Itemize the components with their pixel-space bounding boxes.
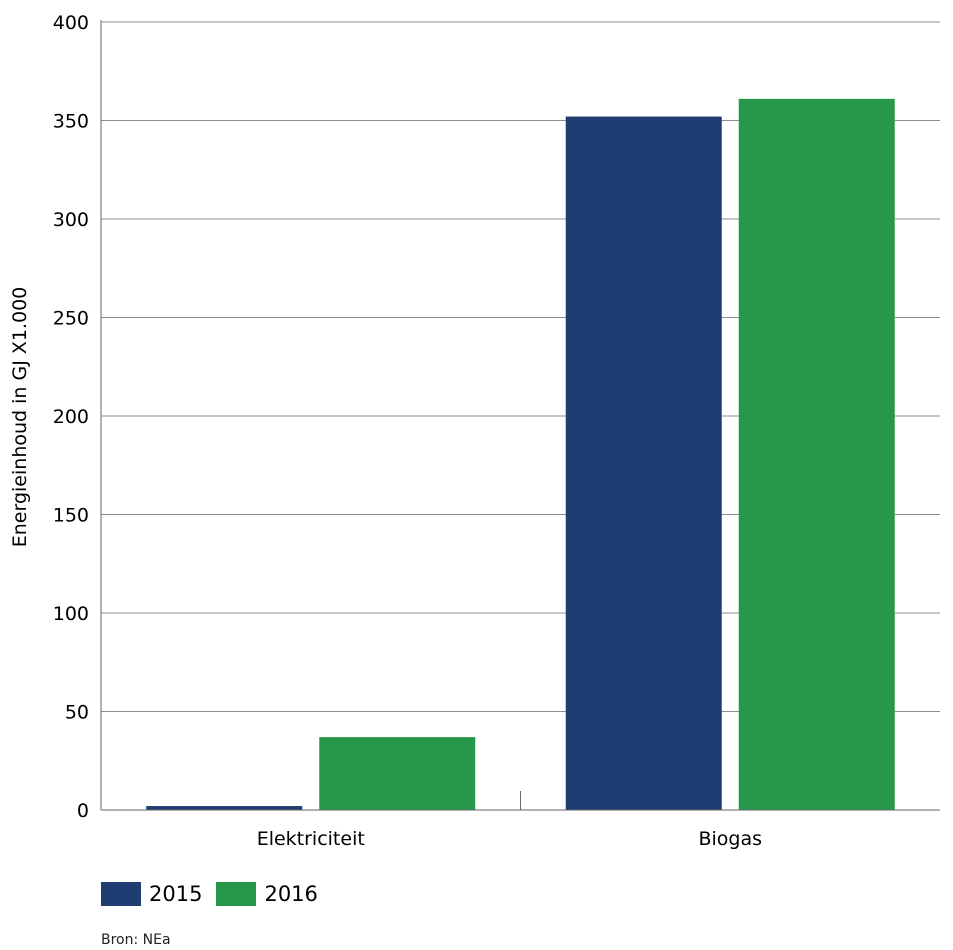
- x-category-label: Biogas: [698, 828, 762, 850]
- legend-item-2016: 2016: [216, 882, 318, 906]
- source-note: Bron: NEa: [101, 932, 171, 948]
- bar-2015-biogas: [565, 116, 722, 810]
- bar-2016-elektriciteit: [319, 737, 476, 810]
- legend-label-2016: 2016: [264, 882, 318, 906]
- y-tick-label: 0: [77, 800, 89, 822]
- y-tick-label: 50: [65, 702, 89, 724]
- y-tick-label: 200: [53, 406, 89, 428]
- y-tick-label: 100: [53, 603, 89, 625]
- legend-swatch-2015: [101, 882, 141, 906]
- y-tick-label: 250: [53, 308, 89, 330]
- y-tick-label: 150: [53, 505, 89, 527]
- y-tick-label: 300: [53, 209, 89, 231]
- bars: [146, 98, 895, 810]
- legend-label-2015: 2015: [149, 882, 203, 906]
- legend: 2015 2016: [101, 882, 332, 906]
- legend-swatch-2016: [216, 882, 257, 906]
- y-axis-label: Energieinhoud in GJ X1.000: [9, 287, 31, 548]
- y-tick-label: 350: [53, 111, 89, 133]
- bar-2016-biogas: [738, 98, 895, 810]
- legend-item-2015: 2015: [101, 882, 202, 906]
- x-category-label: Elektriciteit: [257, 828, 365, 850]
- category-labels: Elektriciteit Biogas: [257, 828, 762, 850]
- y-axis-ticks: 0 50 100 150 200 250 300 350 400: [53, 12, 89, 822]
- gridlines: [101, 21, 940, 712]
- axes: [100, 20, 940, 811]
- bar-chart: 0 50 100 150 200 250 300 350 400 Elektriciteit Bi…: [9, 12, 940, 850]
- bar-2015-elektriciteit: [146, 806, 303, 810]
- y-tick-label: 400: [53, 12, 89, 34]
